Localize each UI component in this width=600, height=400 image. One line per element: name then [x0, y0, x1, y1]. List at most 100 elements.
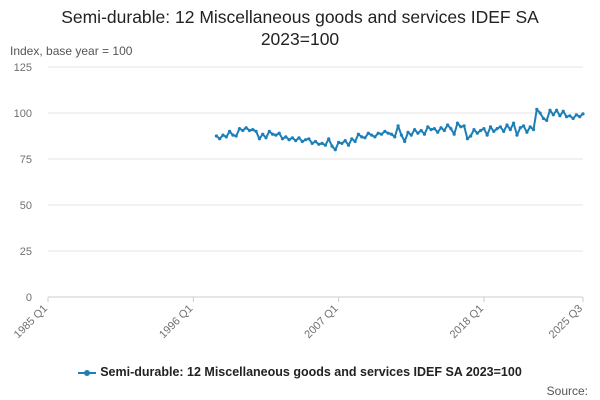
data-point[interactable] — [399, 133, 403, 137]
data-point[interactable] — [495, 127, 499, 131]
data-point[interactable] — [323, 143, 327, 147]
data-point[interactable] — [472, 128, 476, 132]
data-point[interactable] — [469, 134, 473, 138]
data-point[interactable] — [545, 118, 549, 122]
data-point[interactable] — [337, 140, 341, 144]
data-point[interactable] — [409, 133, 413, 137]
data-point[interactable] — [571, 116, 575, 121]
data-point[interactable] — [241, 128, 245, 133]
data-point[interactable] — [376, 131, 380, 135]
data-point[interactable] — [327, 137, 331, 141]
data-point[interactable] — [300, 139, 304, 144]
data-point[interactable] — [439, 126, 443, 130]
data-point[interactable] — [446, 123, 450, 127]
data-point[interactable] — [393, 135, 397, 139]
data-point[interactable] — [247, 128, 252, 133]
data-point[interactable] — [574, 113, 579, 117]
data-point[interactable] — [558, 114, 562, 118]
data-point[interactable] — [251, 128, 255, 132]
data-point[interactable] — [485, 133, 489, 137]
data-point[interactable] — [528, 125, 532, 129]
data-point[interactable] — [538, 111, 542, 115]
data-point[interactable] — [333, 148, 337, 152]
data-point[interactable] — [340, 141, 344, 145]
data-point[interactable] — [304, 138, 308, 142]
data-point[interactable] — [475, 131, 479, 135]
data-point[interactable] — [228, 129, 232, 133]
data-point[interactable] — [234, 134, 238, 138]
data-point[interactable] — [280, 137, 285, 141]
data-point[interactable] — [498, 125, 502, 129]
data-point[interactable] — [452, 132, 456, 136]
data-point[interactable] — [511, 121, 516, 125]
data-point[interactable] — [254, 129, 258, 133]
data-point[interactable] — [264, 136, 268, 140]
data-point[interactable] — [214, 134, 218, 138]
data-point[interactable] — [541, 116, 546, 121]
data-point[interactable] — [564, 115, 569, 119]
data-point[interactable] — [518, 126, 522, 130]
data-point[interactable] — [568, 114, 572, 118]
data-point[interactable] — [221, 133, 225, 137]
data-point[interactable] — [429, 128, 433, 132]
data-point[interactable] — [373, 135, 377, 139]
data-point[interactable] — [267, 129, 271, 133]
data-point[interactable] — [261, 132, 265, 136]
data-point[interactable] — [488, 125, 493, 129]
data-point[interactable] — [290, 136, 294, 140]
data-point[interactable] — [462, 124, 466, 128]
data-point[interactable] — [422, 132, 427, 136]
data-point[interactable] — [346, 143, 351, 147]
data-point[interactable] — [360, 135, 364, 139]
data-point[interactable] — [459, 125, 463, 129]
data-point[interactable] — [396, 124, 400, 128]
data-point[interactable] — [350, 137, 354, 141]
data-point[interactable] — [492, 129, 496, 133]
data-point[interactable] — [363, 136, 367, 140]
data-point[interactable] — [310, 141, 314, 145]
data-point[interactable] — [356, 132, 360, 136]
data-point[interactable] — [370, 133, 374, 137]
data-point[interactable] — [548, 108, 552, 112]
data-point[interactable] — [257, 137, 261, 141]
data-point[interactable] — [287, 138, 291, 142]
data-point[interactable] — [297, 136, 301, 140]
data-point[interactable] — [330, 144, 334, 148]
data-point[interactable] — [465, 137, 469, 141]
data-point[interactable] — [416, 131, 420, 135]
data-point[interactable] — [317, 142, 321, 146]
data-point[interactable] — [294, 139, 298, 143]
data-point[interactable] — [531, 128, 536, 132]
data-point[interactable] — [389, 132, 394, 136]
data-point[interactable] — [413, 128, 417, 132]
data-point[interactable] — [274, 133, 278, 137]
data-point[interactable] — [343, 139, 347, 143]
data-point[interactable] — [502, 129, 506, 133]
data-point[interactable] — [320, 141, 324, 145]
data-point[interactable] — [561, 109, 565, 113]
data-point[interactable] — [386, 131, 390, 135]
data-point[interactable] — [353, 139, 357, 144]
data-point[interactable] — [482, 127, 486, 131]
data-point[interactable] — [403, 139, 407, 144]
legend[interactable]: Semi-durable: 12 Miscellaneous goods and… — [0, 365, 600, 379]
data-point[interactable] — [231, 133, 235, 137]
data-point[interactable] — [237, 127, 242, 131]
data-point[interactable] — [224, 135, 228, 139]
data-point[interactable] — [455, 121, 460, 125]
data-point[interactable] — [449, 127, 453, 131]
data-point[interactable] — [277, 131, 281, 135]
data-point[interactable] — [284, 135, 288, 139]
data-point[interactable] — [508, 128, 512, 132]
data-point[interactable] — [426, 125, 430, 129]
data-point[interactable] — [432, 127, 436, 131]
data-point[interactable] — [366, 131, 370, 135]
data-point[interactable] — [551, 113, 555, 117]
data-point[interactable] — [522, 124, 526, 128]
data-point[interactable] — [535, 107, 539, 111]
data-point[interactable] — [271, 132, 275, 136]
data-point[interactable] — [307, 137, 311, 141]
data-point[interactable] — [505, 123, 509, 127]
data-point[interactable] — [525, 130, 529, 134]
data-point[interactable] — [313, 139, 318, 144]
